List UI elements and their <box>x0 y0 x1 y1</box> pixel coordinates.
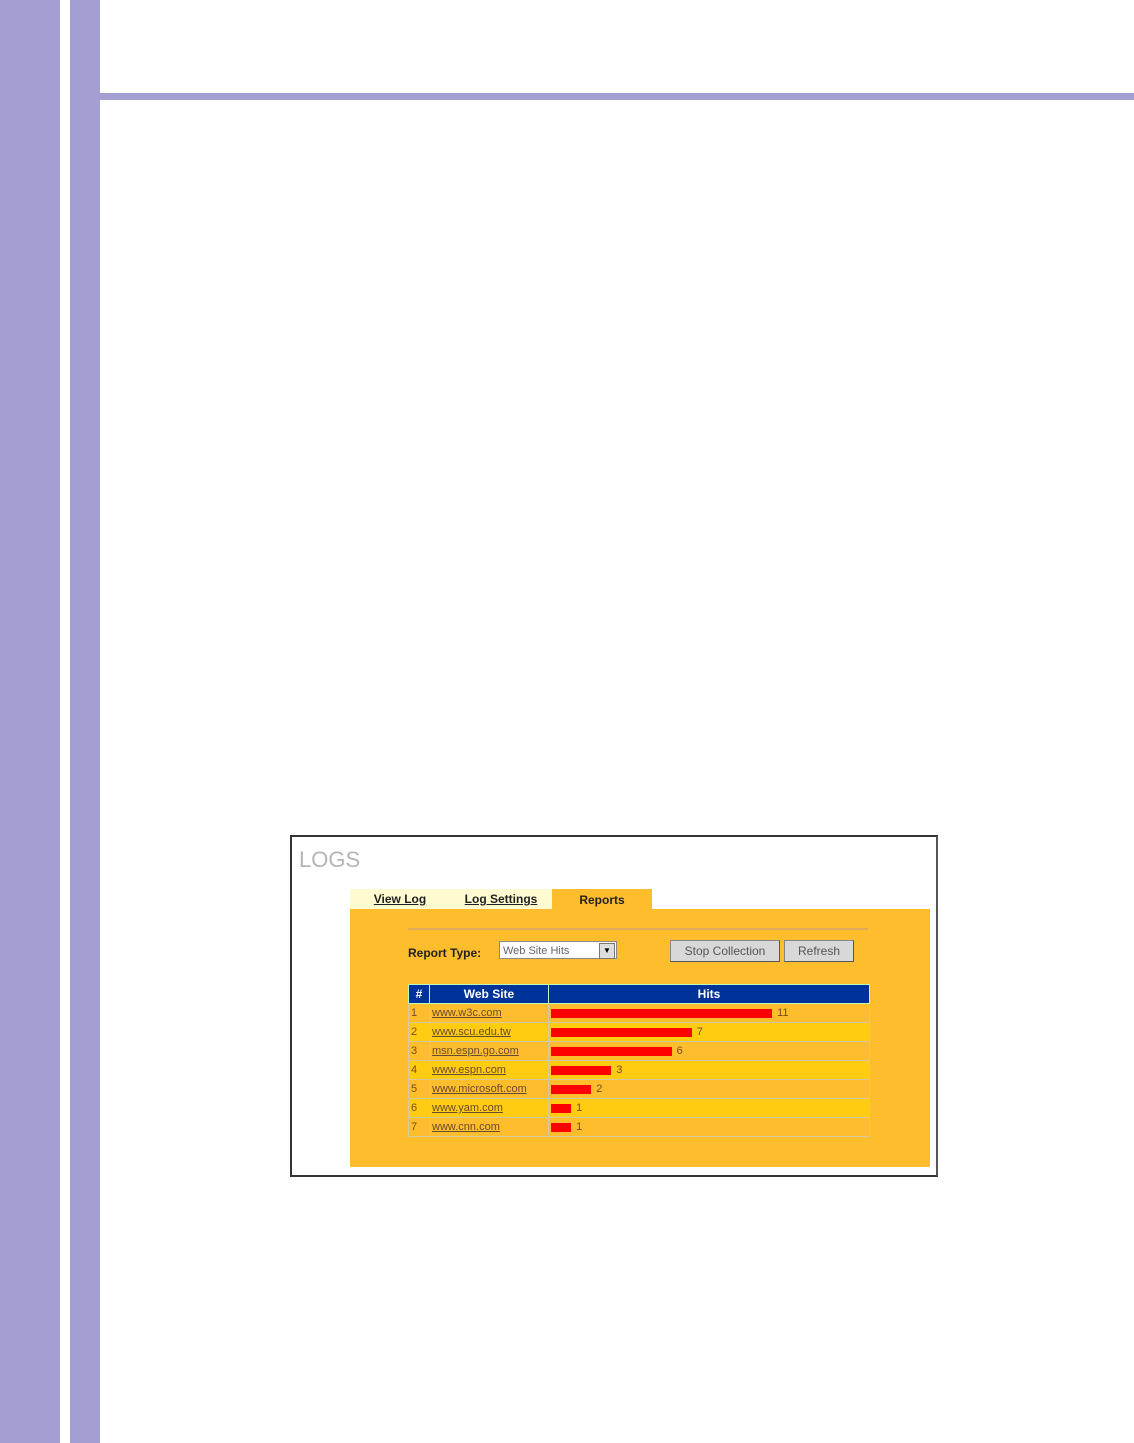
reports-panel: Report Type: Web Site Hits ▼ Stop Collect… <box>350 909 930 1167</box>
table-row: 3 msn.espn.go.com 6 <box>408 1041 870 1061</box>
table-row: 7 www.cnn.com 1 <box>408 1117 870 1137</box>
hits-bar <box>551 1027 692 1037</box>
hits-value: 1 <box>576 1121 583 1133</box>
site-cell: www.yam.com <box>429 1098 549 1118</box>
left-margin-bar <box>0 0 60 1443</box>
stop-collection-button[interactable]: Stop Collection <box>670 940 780 962</box>
site-cell: www.w3c.com <box>429 1003 549 1023</box>
row-number: 3 <box>408 1041 430 1061</box>
hits-cell: 1 <box>548 1098 870 1118</box>
report-type-label: Report Type: <box>408 946 482 960</box>
site-link[interactable]: msn.espn.go.com <box>432 1045 519 1057</box>
hits-cell: 11 <box>548 1003 870 1023</box>
site-link[interactable]: www.scu.edu.tw <box>432 1026 511 1038</box>
tab-log-settings[interactable]: Log Settings <box>450 889 552 909</box>
site-cell: msn.espn.go.com <box>429 1041 549 1061</box>
hits-value: 2 <box>596 1083 603 1095</box>
hits-cell: 7 <box>548 1022 870 1042</box>
hits-value: 7 <box>696 1026 703 1038</box>
table-row: 6 www.yam.com 1 <box>408 1098 870 1118</box>
col-hits: Hits <box>548 984 870 1004</box>
row-number: 4 <box>408 1060 430 1080</box>
col-web-site: Web Site <box>429 984 549 1004</box>
site-link[interactable]: www.espn.com <box>432 1064 506 1076</box>
tab-view-log[interactable]: View Log <box>350 889 450 909</box>
site-cell: www.espn.com <box>429 1060 549 1080</box>
report-type-select[interactable]: Web Site Hits ▼ <box>499 941 617 959</box>
report-type-value: Web Site Hits <box>503 945 570 957</box>
row-number: 1 <box>408 1003 430 1023</box>
row-number: 2 <box>408 1022 430 1042</box>
page-title: LOGS <box>299 847 361 872</box>
logs-screenshot: LOGS View Log Log Settings Reports Repor… <box>290 835 938 1177</box>
table-row: 5 www.microsoft.com 2 <box>408 1079 870 1099</box>
hits-cell: 1 <box>548 1117 870 1137</box>
site-link[interactable]: www.microsoft.com <box>432 1083 527 1095</box>
tab-bar: View Log Log Settings Reports <box>350 889 652 911</box>
row-number: 7 <box>408 1117 430 1137</box>
hits-bar <box>551 1084 592 1094</box>
row-number: 6 <box>408 1098 430 1118</box>
table-row: 1 www.w3c.com 11 <box>408 1003 870 1023</box>
site-cell: www.microsoft.com <box>429 1079 549 1099</box>
hits-table: # Web Site Hits 1 www.w3c.com 11 2 www.sc… <box>408 984 870 1137</box>
site-link[interactable]: www.w3c.com <box>432 1007 502 1019</box>
hits-value: 6 <box>676 1045 683 1057</box>
divider <box>408 928 868 930</box>
hits-cell: 6 <box>548 1041 870 1061</box>
table-row: 4 www.espn.com 3 <box>408 1060 870 1080</box>
chevron-down-icon[interactable]: ▼ <box>599 943 615 959</box>
hits-value: 1 <box>576 1102 583 1114</box>
site-cell: www.scu.edu.tw <box>429 1022 549 1042</box>
hits-cell: 3 <box>548 1060 870 1080</box>
hits-bar <box>551 1103 572 1113</box>
site-link[interactable]: www.cnn.com <box>432 1121 500 1133</box>
site-cell: www.cnn.com <box>429 1117 549 1137</box>
left-inner-bar <box>70 0 100 1443</box>
hits-value: 11 <box>777 1007 789 1019</box>
row-number: 5 <box>408 1079 430 1099</box>
hits-bar <box>551 1065 612 1075</box>
site-link[interactable]: www.yam.com <box>432 1102 503 1114</box>
hits-bar <box>551 1008 773 1018</box>
header-rule <box>100 93 1134 100</box>
hits-cell: 2 <box>548 1079 870 1099</box>
hits-value: 3 <box>616 1064 623 1076</box>
refresh-button[interactable]: Refresh <box>784 940 854 962</box>
hits-bar <box>551 1122 572 1132</box>
tab-reports[interactable]: Reports <box>552 889 652 911</box>
col-number: # <box>408 984 430 1004</box>
hits-bar <box>551 1046 672 1056</box>
table-row: 2 www.scu.edu.tw 7 <box>408 1022 870 1042</box>
